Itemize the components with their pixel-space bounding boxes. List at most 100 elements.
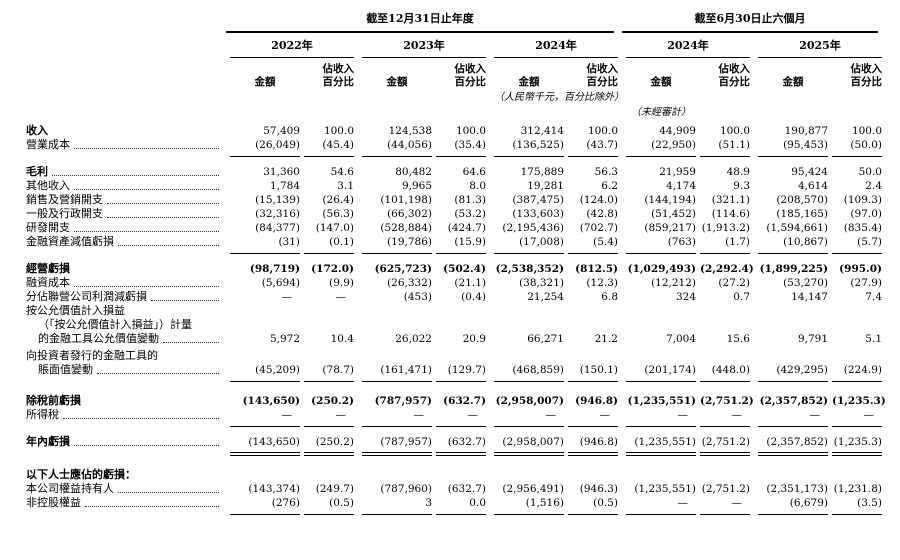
cell-value: (702.7) — [579, 222, 618, 234]
cell-value: (1,029,493) — [627, 263, 696, 275]
cell-value: (1,899,225) — [759, 263, 828, 275]
rule-cell — [362, 156, 432, 157]
rule-cell — [626, 514, 696, 515]
cell-value: 4,174 — [665, 180, 696, 192]
cell-value: (26.4) — [322, 194, 354, 206]
cell-value: (1,235,551) — [627, 395, 696, 407]
cell-value: (1,913.2) — [701, 222, 750, 234]
cell-value: (95,453) — [783, 139, 828, 151]
cell-value: (17,008) — [519, 236, 564, 248]
rule-cell — [494, 451, 564, 456]
rule-single — [26, 152, 900, 161]
rule-cell — [568, 381, 618, 382]
cell-value: — — [863, 409, 875, 421]
rule-cell — [568, 514, 618, 515]
cell-value: 100.0 — [587, 125, 618, 137]
cell-value: (185,165) — [776, 208, 828, 220]
cell-value: (26,332) — [387, 277, 432, 289]
cell-value: — — [731, 409, 743, 421]
rule-cell — [304, 156, 354, 157]
rule-cell — [230, 156, 300, 157]
rule-cell — [304, 381, 354, 382]
rule-double — [26, 449, 900, 458]
cell-value: (27.2) — [718, 277, 750, 289]
dot-leader — [74, 445, 219, 446]
row-label: 年內虧損 — [26, 435, 70, 448]
row-label: 研發開支 — [26, 221, 70, 234]
cell-value: (468,859) — [512, 364, 564, 376]
row-label-cell: 非控股權益 — [26, 496, 222, 510]
cell-value: (78.7) — [322, 364, 354, 376]
cell-value: 3 — [425, 497, 432, 509]
cell-value: 124,538 — [388, 125, 432, 137]
cell-value: (21.1) — [454, 277, 486, 289]
cell-value: 15.6 — [726, 333, 750, 345]
cell-value: (2,751.2) — [700, 395, 754, 407]
table-row: 向投資者發行的金融工具的 賬面值變動 (45,209) (78.7) (161,471)… — [26, 349, 900, 377]
cell-value: — — [281, 291, 293, 303]
rule-cell — [436, 253, 486, 254]
cell-value: 324 — [675, 291, 696, 303]
cell-value: (32,316) — [255, 208, 300, 220]
row-label: 銷售及營銷開支 — [26, 193, 103, 206]
table-row: 非控股權益 (276) (0.5) 3 0.0 (1,516) (0.5) — — (6,679)… — [26, 496, 900, 510]
rule-cell — [436, 426, 486, 427]
row-label-cell: 分佔聯營公司利潤減虧損 — [26, 290, 222, 304]
cell-value: 10.4 — [330, 333, 354, 345]
table-row: 所得稅 — — — — — — — — — — — [26, 408, 900, 422]
cell-value: (12,212) — [651, 277, 696, 289]
table-row: 除稅前虧損 (143,650) (250.2) (787,957) (632.7) (2,… — [26, 394, 900, 408]
cell-value: (812.5) — [575, 263, 618, 275]
cell-value: (1,594,661) — [766, 222, 828, 234]
cell-value: (2,958,007) — [502, 436, 564, 448]
row-label: 金融資產減值虧損 — [26, 235, 114, 248]
cell-value: (27.9) — [850, 277, 882, 289]
table-row: 毛利 31,360 54.6 80,482 64.6 175,889 56.3 21,959 4… — [26, 165, 900, 179]
rule-cell — [700, 451, 750, 456]
cell-value: 48.9 — [726, 166, 750, 178]
row-label-cell: 向投資者發行的金融工具的 賬面值變動 — [26, 349, 222, 377]
period-group-header-row: 截至12月31日止年度 截至6月30日止六個月 — [26, 10, 900, 33]
rule-cell — [304, 514, 354, 515]
rule-cell — [758, 156, 828, 157]
rule-cell — [494, 426, 564, 427]
cell-value: (51.1) — [718, 139, 750, 151]
row-label: 收入 — [26, 124, 48, 137]
cell-value: (19,786) — [387, 236, 432, 248]
rule-cell — [568, 253, 618, 254]
cell-value: (2,958,007) — [495, 395, 564, 407]
dot-leader — [74, 286, 219, 287]
cell-value: (201,174) — [644, 364, 696, 376]
cell-value: (22,950) — [651, 139, 696, 151]
cell-value: 6.2 — [601, 180, 618, 192]
cell-value: (787,960) — [380, 483, 432, 495]
group-interim: 截至6月30日止六個月 — [622, 10, 878, 33]
table-row: 按公允價值計入損益 （「按公允價值計入損益」）計量 的金融工具公允價值變動 5,972… — [26, 304, 900, 346]
cell-value: 100.0 — [455, 125, 486, 137]
cell-value: (53.2) — [454, 208, 486, 220]
rule-cell — [304, 426, 354, 427]
cell-value: 100.0 — [719, 125, 750, 137]
dot-leader — [74, 189, 219, 190]
unit-note: （人民幣千元，百分比除外） — [494, 92, 624, 103]
cell-value: (53,270) — [783, 277, 828, 289]
colhead-pct: 佔收入 百分比 — [718, 63, 751, 88]
cell-value: (9.9) — [329, 277, 354, 289]
rule-single — [26, 249, 900, 258]
colhead-amount: 金額 — [782, 76, 804, 88]
row-label: 經營虧損 — [26, 262, 70, 275]
cell-value: (66,302) — [387, 208, 432, 220]
row-label: 賬面值變動 — [38, 363, 93, 376]
dot-leader — [118, 245, 219, 246]
rule-cell — [494, 156, 564, 157]
cell-value: — — [281, 409, 293, 421]
cell-value: (45.4) — [322, 139, 354, 151]
cell-value: (44,056) — [387, 139, 432, 151]
cell-value: (1,231.8) — [833, 483, 882, 495]
cell-value: 100.0 — [323, 125, 354, 137]
colhead-pct: 佔收入 百分比 — [322, 63, 355, 88]
rule-single — [26, 510, 900, 519]
cell-value: (147.0) — [315, 222, 354, 234]
cell-value: (45,209) — [255, 364, 300, 376]
cell-value: (276) — [271, 497, 300, 509]
